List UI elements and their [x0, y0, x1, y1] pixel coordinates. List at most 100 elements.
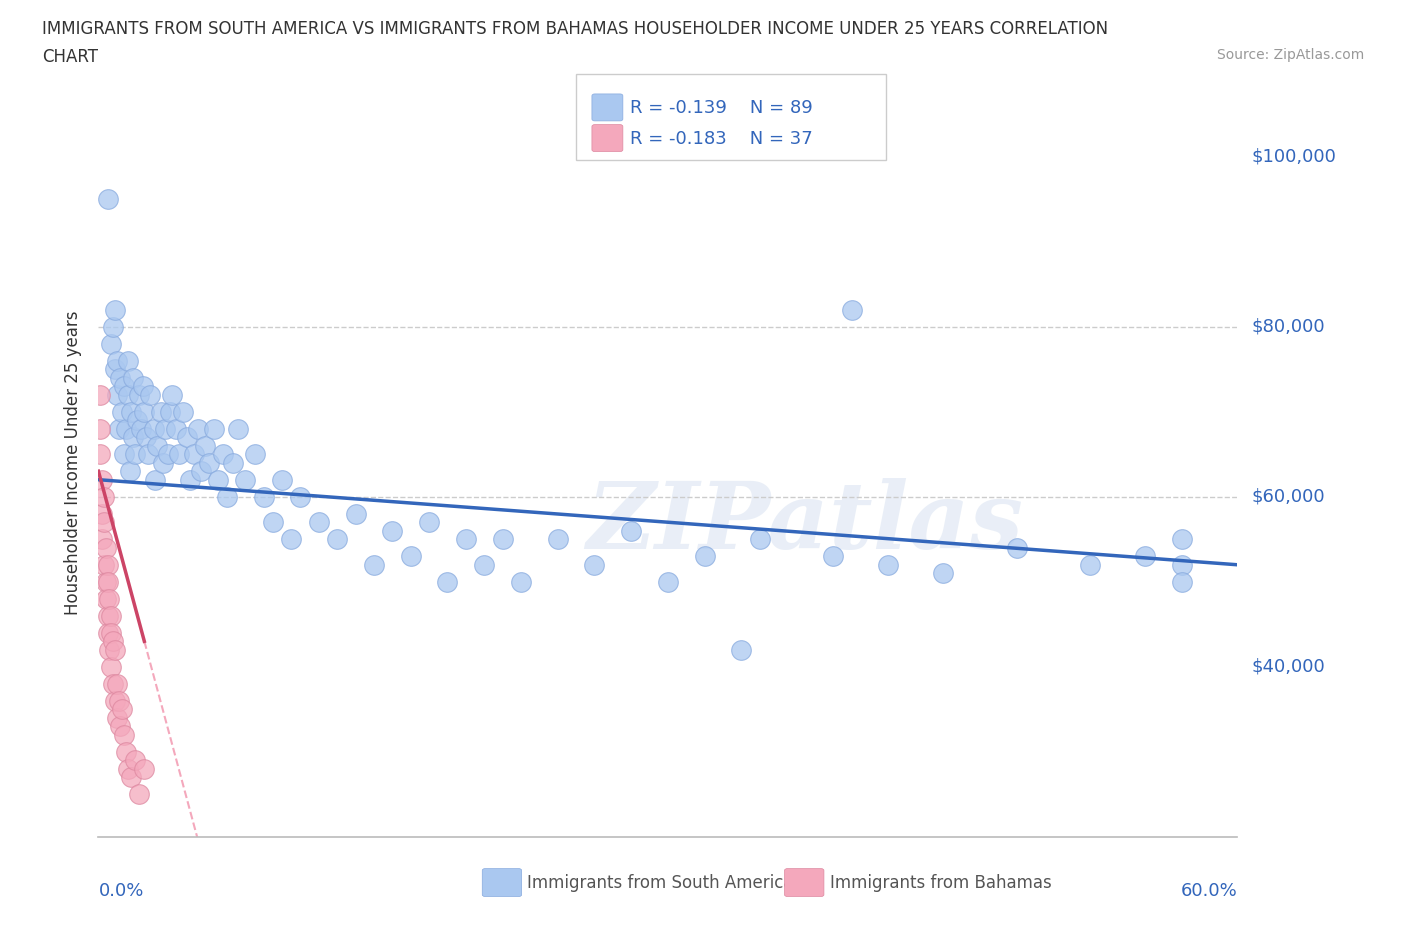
Point	[101, 634, 124, 649]
Point	[100, 659, 122, 674]
Point	[93, 515, 115, 530]
Point	[877, 557, 900, 572]
Point	[89, 421, 111, 436]
Point	[129, 421, 152, 436]
Point	[172, 405, 194, 419]
Text: R = -0.183    N = 37: R = -0.183 N = 37	[630, 129, 813, 148]
Point	[657, 575, 679, 590]
Text: Source: ZipAtlas.com: Source: ZipAtlas.com	[1216, 48, 1364, 62]
Point	[97, 192, 120, 206]
Point	[124, 446, 146, 461]
Point	[98, 591, 121, 606]
Point	[105, 676, 128, 691]
Point	[110, 370, 132, 385]
Point	[134, 762, 156, 777]
Point	[454, 532, 477, 547]
Point	[104, 362, 127, 377]
Point	[112, 379, 135, 393]
Point	[202, 421, 225, 436]
Point	[271, 472, 294, 487]
Point	[97, 575, 120, 590]
Point	[118, 464, 141, 479]
Point	[101, 319, 124, 334]
Point	[344, 506, 367, 521]
Point	[160, 387, 183, 402]
Text: 60.0%: 60.0%	[1181, 882, 1237, 900]
Text: $80,000: $80,000	[1251, 317, 1324, 336]
Point	[176, 430, 198, 445]
Point	[152, 456, 174, 471]
Point	[111, 405, 134, 419]
Point	[194, 438, 217, 453]
Point	[117, 353, 139, 368]
Point	[100, 336, 122, 351]
Point	[136, 446, 159, 461]
Point	[101, 676, 124, 691]
Point	[165, 421, 187, 436]
Point	[823, 549, 845, 564]
Point	[128, 787, 150, 802]
Point	[112, 446, 135, 461]
Point	[134, 405, 156, 419]
Point	[693, 549, 716, 564]
Point	[111, 702, 134, 717]
Point	[115, 745, 138, 760]
Point	[253, 489, 276, 504]
Point	[509, 575, 531, 590]
Point	[381, 524, 404, 538]
Point	[93, 489, 115, 504]
Point	[145, 472, 167, 487]
Point	[128, 387, 150, 402]
Point	[187, 421, 209, 436]
Text: Immigrants from Bahamas: Immigrants from Bahamas	[830, 873, 1052, 892]
Point	[179, 472, 201, 487]
Point	[122, 370, 145, 385]
Point	[100, 625, 122, 640]
Point	[105, 353, 128, 368]
Text: Immigrants from South America: Immigrants from South America	[527, 873, 794, 892]
Text: IMMIGRANTS FROM SOUTH AMERICA VS IMMIGRANTS FROM BAHAMAS HOUSEHOLDER INCOME UNDE: IMMIGRANTS FROM SOUTH AMERICA VS IMMIGRA…	[42, 20, 1108, 38]
Point	[94, 575, 117, 590]
Point	[932, 565, 955, 580]
Point	[436, 575, 458, 590]
Point	[117, 762, 139, 777]
Point	[399, 549, 422, 564]
Point	[105, 711, 128, 725]
Point	[125, 413, 148, 428]
Point	[124, 753, 146, 768]
Point	[104, 643, 127, 658]
Point	[97, 557, 120, 572]
Point	[1171, 532, 1194, 547]
Point	[142, 421, 165, 436]
Point	[89, 387, 111, 402]
Point	[107, 694, 129, 709]
Point	[491, 532, 513, 547]
Point	[1078, 557, 1101, 572]
Point	[91, 472, 114, 487]
Text: $40,000: $40,000	[1251, 658, 1324, 676]
Point	[290, 489, 312, 504]
Point	[1005, 540, 1028, 555]
Y-axis label: Householder Income Under 25 years: Householder Income Under 25 years	[65, 311, 83, 615]
Point	[326, 532, 349, 547]
Point	[97, 625, 120, 640]
Point	[190, 464, 212, 479]
Point	[117, 387, 139, 402]
Point	[149, 405, 172, 419]
Point	[207, 472, 229, 487]
Point	[1171, 575, 1194, 590]
Point	[215, 489, 238, 504]
Point	[93, 557, 115, 572]
Point	[620, 524, 643, 538]
Point	[91, 532, 114, 547]
Point	[418, 515, 440, 530]
Text: CHART: CHART	[42, 48, 98, 66]
Point	[104, 302, 127, 317]
Text: ZIPatlas: ZIPatlas	[586, 478, 1024, 567]
Point	[94, 540, 117, 555]
Point	[197, 456, 219, 471]
Point	[98, 643, 121, 658]
Point	[183, 446, 205, 461]
Point	[243, 446, 266, 461]
Point	[280, 532, 302, 547]
